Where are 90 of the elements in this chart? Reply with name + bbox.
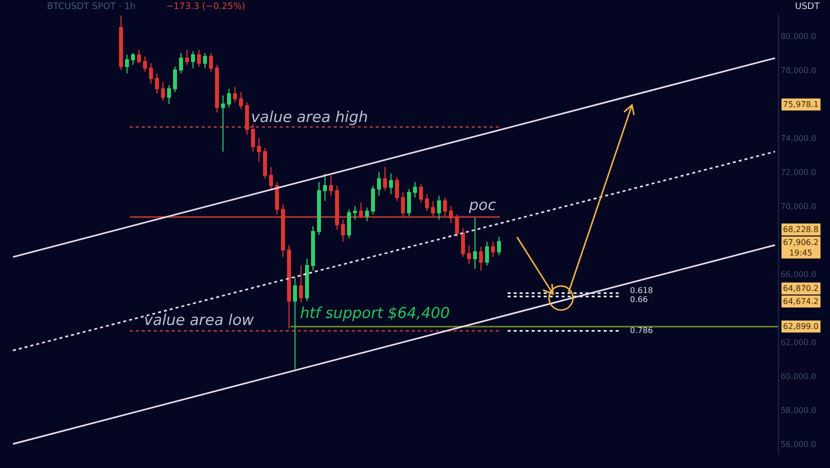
candlestick xyxy=(419,183,423,204)
y-tick-label: 72,000.0 xyxy=(780,168,816,177)
candlestick xyxy=(185,49,189,66)
candlestick xyxy=(473,217,477,270)
candlestick xyxy=(203,52,207,69)
candlestick xyxy=(437,195,441,220)
candlestick xyxy=(119,15,123,70)
candlestick xyxy=(371,185,375,215)
candlestick xyxy=(365,207,369,222)
candlestick xyxy=(449,205,453,224)
y-tick-label: 56,000.0 xyxy=(780,440,816,449)
candlestick xyxy=(197,49,201,68)
candlestick xyxy=(497,236,501,256)
candlestick xyxy=(269,166,273,192)
candlestick xyxy=(467,244,471,264)
text: 64,870.2 xyxy=(783,284,819,293)
y-tick-label: 80,000.0 xyxy=(780,32,816,41)
candlestick xyxy=(215,64,219,113)
candlestick xyxy=(149,62,153,84)
annotation: 0.786 xyxy=(630,326,653,335)
candlestick xyxy=(407,188,411,217)
candlestick xyxy=(311,226,315,272)
y-tick-label: 60,000.0 xyxy=(780,372,816,381)
candlestick xyxy=(257,137,261,162)
candlestick xyxy=(317,182,321,236)
candlestick xyxy=(443,196,447,217)
candlestick xyxy=(209,52,213,72)
y-tick-label: 58,000.0 xyxy=(780,406,816,415)
candlestick xyxy=(239,92,243,110)
annotation: 0.66 xyxy=(630,295,648,304)
candlestick xyxy=(221,94,225,152)
candlestick xyxy=(245,102,249,136)
candlestick xyxy=(227,88,231,108)
ref-line-label: htf support $64,400 xyxy=(300,304,450,322)
candlestick xyxy=(263,148,267,180)
text: 75,978.1 xyxy=(783,100,819,109)
candlestick xyxy=(125,54,129,74)
candlestick xyxy=(461,228,465,258)
candlestick xyxy=(299,264,303,304)
annotation: 0.618 xyxy=(630,286,653,295)
ref-line-label: value area low xyxy=(144,311,255,329)
candlestick xyxy=(329,174,333,196)
candlestick xyxy=(359,202,363,218)
text: 68,228.8 xyxy=(783,225,819,234)
candlestick xyxy=(347,208,351,239)
candlestick xyxy=(395,176,399,202)
candlestick xyxy=(275,182,279,215)
candlestick xyxy=(353,205,357,220)
ref-line-label: poc xyxy=(468,196,497,214)
candlestick xyxy=(251,124,255,152)
candlestick xyxy=(179,52,183,74)
y-tick-label: 66,000.0 xyxy=(780,270,816,279)
candlestick xyxy=(341,219,345,242)
candlestick xyxy=(287,244,291,329)
candlestick xyxy=(137,49,141,64)
ref-line-label: value area high xyxy=(251,108,368,126)
candlestick xyxy=(335,185,339,230)
candlestick xyxy=(131,52,135,66)
candlestick xyxy=(389,173,393,195)
candlestick xyxy=(485,241,489,266)
chart-subtitle: −173.3 (−0.25%) xyxy=(166,2,246,12)
candlestick xyxy=(173,66,177,93)
candlestick xyxy=(233,86,237,103)
text: 64,674.2 xyxy=(783,297,819,306)
candlestick xyxy=(431,200,435,217)
candlestick xyxy=(383,166,387,192)
candlestick xyxy=(191,50,195,69)
text: 62,899.0 xyxy=(783,322,819,331)
candlestick xyxy=(455,214,459,238)
y-tick-label: 74,000.0 xyxy=(780,134,816,143)
candlestick xyxy=(425,194,429,212)
candlestick xyxy=(143,56,147,72)
y-tick-label: 62,000.0 xyxy=(780,338,816,347)
candlestick xyxy=(479,246,483,272)
candlestick xyxy=(323,173,327,202)
candlestick xyxy=(281,204,285,258)
candlestick xyxy=(401,192,405,218)
candlestick xyxy=(413,182,417,198)
candlestick xyxy=(161,81,165,102)
candlestick xyxy=(491,241,495,258)
candlestick xyxy=(155,72,159,94)
text: 67,906.2 19:45 xyxy=(783,238,819,258)
candlestick xyxy=(305,258,309,302)
y-tick-label: 70,000.0 xyxy=(780,202,816,211)
chart-title: BTCUSDT SPOT · 1h xyxy=(47,2,136,12)
candlestick xyxy=(377,171,381,196)
y-axis-title: USDT xyxy=(795,2,820,12)
y-tick-label: 78,000.0 xyxy=(780,66,816,75)
candlestick xyxy=(167,84,171,104)
candlestick xyxy=(293,276,297,370)
